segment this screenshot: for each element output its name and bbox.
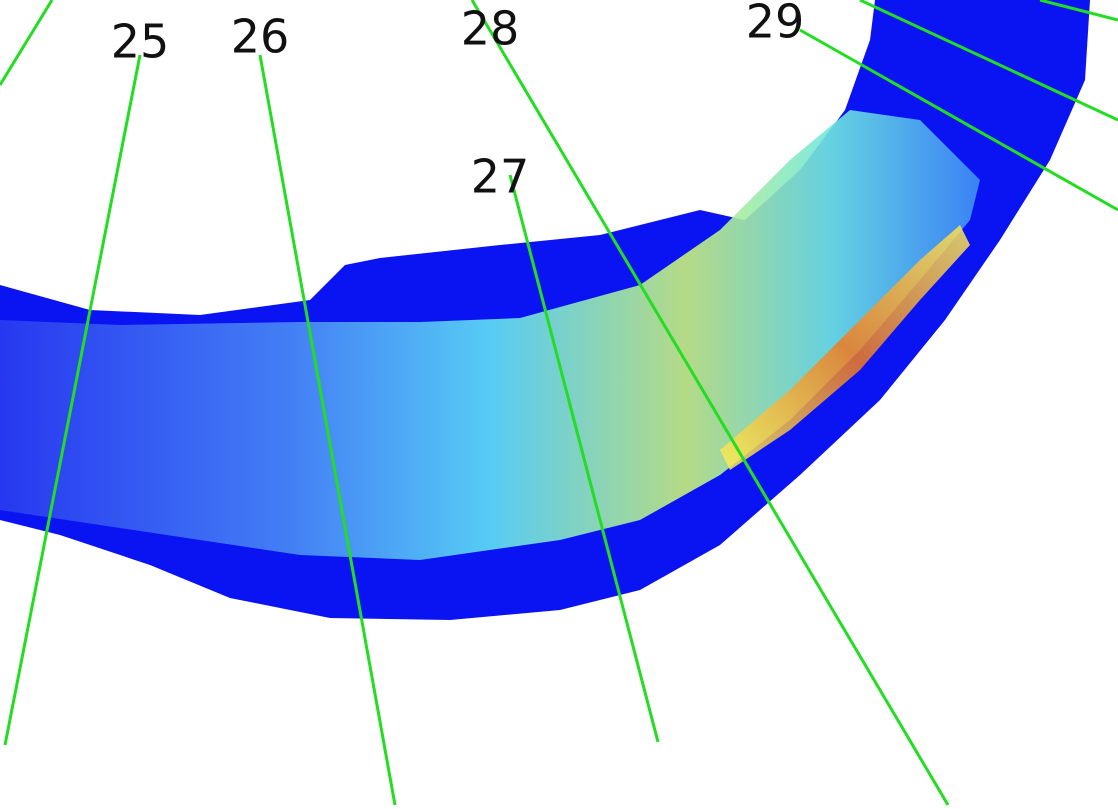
river-section-map: 25 26 27 28 29 — [0, 0, 1118, 809]
section-label: 25 — [111, 15, 170, 69]
section-label: 29 — [746, 0, 805, 49]
section-label: 26 — [231, 10, 290, 64]
section-label: 27 — [471, 150, 530, 204]
section-label: 28 — [461, 2, 520, 56]
section-line — [0, 0, 52, 85]
